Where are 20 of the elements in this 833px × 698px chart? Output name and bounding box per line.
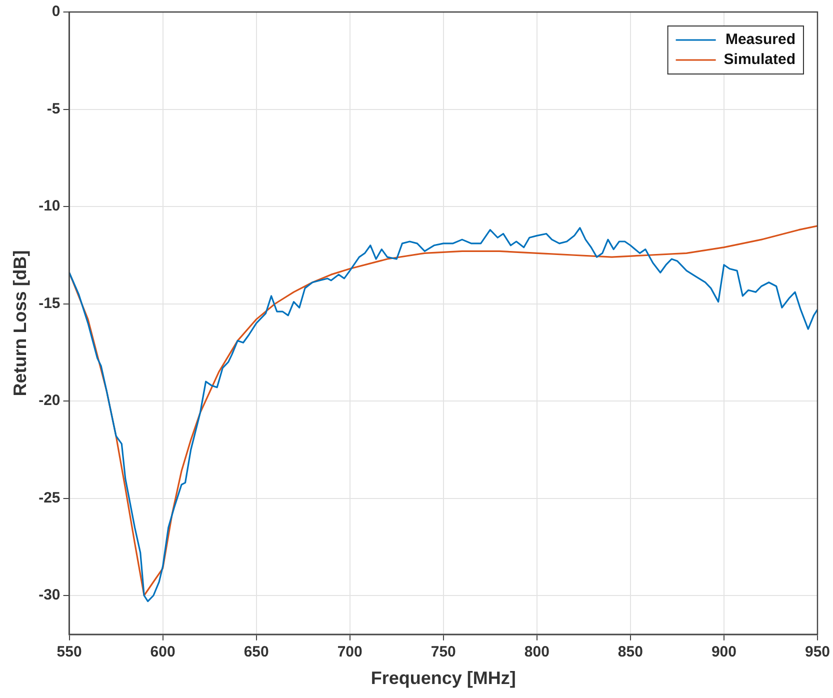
y-tick-label: -30	[38, 586, 60, 604]
x-tick-label: 900	[711, 644, 736, 661]
y-tick-label: -25	[38, 489, 60, 506]
y-tick-label: -10	[38, 198, 60, 215]
x-tick-label: 650	[244, 644, 269, 661]
y-tick-label: -15	[38, 294, 60, 312]
x-tick-label: 800	[524, 644, 550, 661]
x-axis-title: Frequency [MHz]	[370, 668, 516, 688]
x-tick-label: 750	[430, 644, 456, 661]
x-tick-label: 700	[337, 644, 362, 661]
y-tick-label: 0	[52, 3, 60, 20]
x-tick-label: 600	[150, 644, 176, 661]
legend-label: Measured	[725, 31, 796, 48]
x-tick-label: 550	[56, 644, 82, 661]
y-tick-label: -20	[38, 392, 60, 410]
legend-label: Simulated	[724, 51, 796, 68]
x-tick-label: 950	[804, 644, 830, 661]
y-tick-label: -5	[46, 100, 60, 118]
y-axis-title: Return Loss [dB]	[10, 250, 30, 396]
x-tick-label: 850	[618, 644, 643, 661]
